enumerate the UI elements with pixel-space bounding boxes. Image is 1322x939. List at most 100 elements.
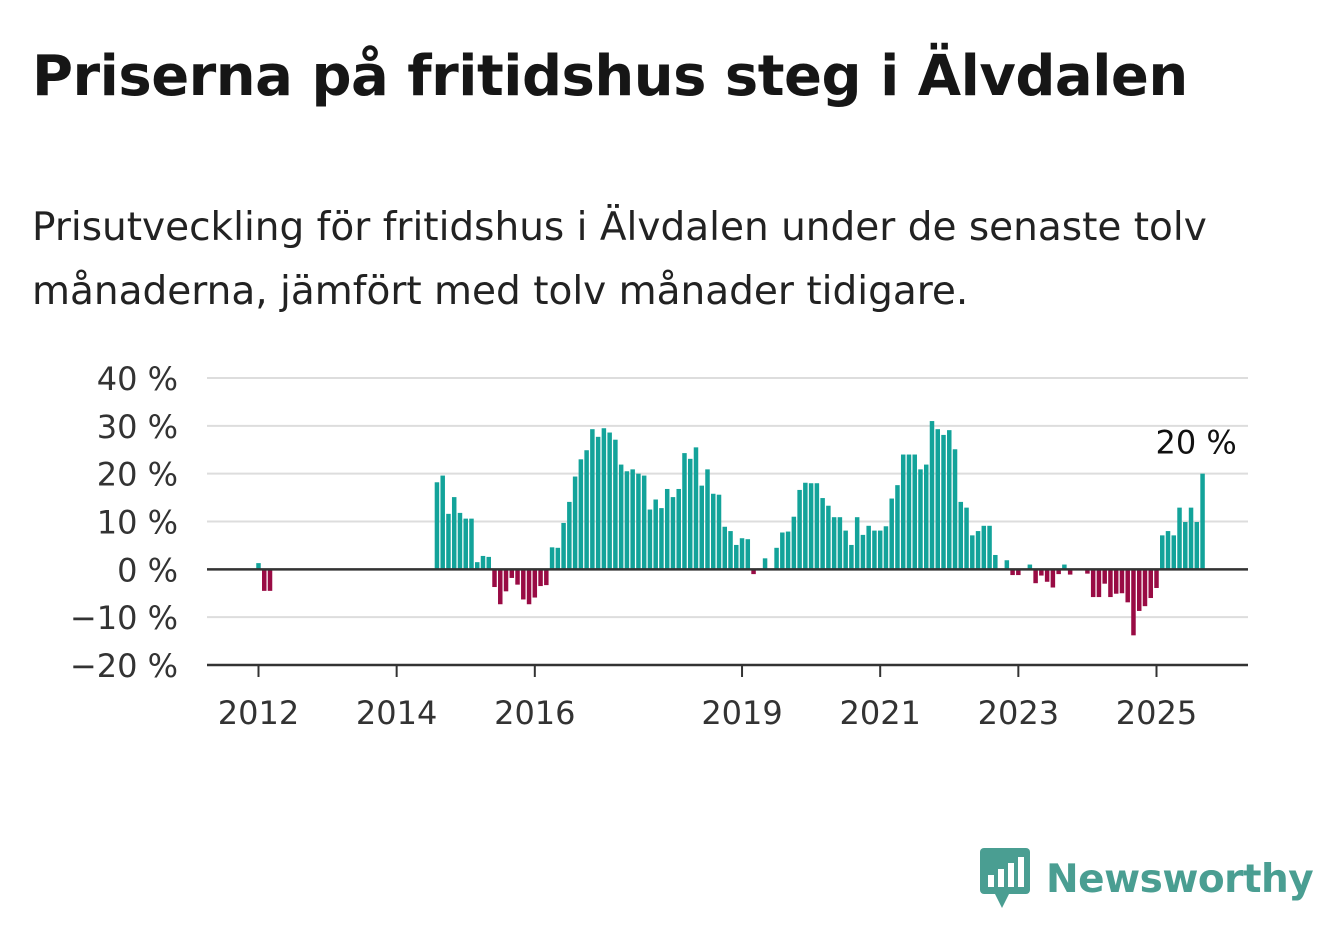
bar <box>895 485 900 570</box>
bar <box>843 530 848 570</box>
bar <box>1200 473 1205 570</box>
y-tick-label: 10 % <box>97 504 178 542</box>
bar <box>952 449 958 570</box>
bar <box>555 547 561 570</box>
bar <box>734 544 739 570</box>
bar <box>1154 569 1159 588</box>
bar <box>1119 569 1125 594</box>
bar <box>1142 569 1148 607</box>
bar <box>774 547 779 570</box>
bar-chart: 40 %30 %20 %10 %0 %−10 %−20 % 2012 2014 20… <box>70 360 1248 732</box>
bar <box>1056 569 1061 575</box>
bar <box>267 569 273 591</box>
bar <box>797 489 802 570</box>
bar <box>647 509 653 570</box>
chart-subtitle: Prisutveckling för fritidshus i Älvdalen… <box>32 205 1207 314</box>
bar <box>1177 507 1182 570</box>
bar <box>503 569 509 592</box>
bar <box>676 488 681 570</box>
bar <box>641 475 647 570</box>
bar <box>475 562 480 570</box>
bar <box>993 554 998 570</box>
bar <box>958 501 964 570</box>
x-axis-tick-labels: 2012 2014 2016 2019 2021 2023 2025 <box>218 694 1197 732</box>
bar <box>1067 569 1073 575</box>
gridlines <box>207 377 1248 619</box>
bar <box>1016 569 1021 576</box>
bar <box>854 517 860 570</box>
bar <box>981 525 987 570</box>
x-tick-label: 2021 <box>839 694 920 732</box>
y-tick-label: 20 % <box>97 456 178 494</box>
y-tick-label: −20 % <box>70 647 178 685</box>
y-tick-label: 30 % <box>97 408 178 446</box>
bar <box>693 447 699 570</box>
bar <box>549 547 555 570</box>
bar <box>728 531 733 570</box>
bar <box>682 453 687 570</box>
bar <box>532 569 538 598</box>
bar <box>912 454 917 570</box>
bar <box>906 454 912 570</box>
bar <box>1108 569 1113 598</box>
bar <box>803 482 808 570</box>
bar <box>1039 569 1044 576</box>
bar <box>492 569 497 588</box>
bar <box>860 534 866 570</box>
bar <box>613 439 618 570</box>
bar <box>262 569 267 591</box>
bar <box>705 469 710 570</box>
bar <box>1004 560 1010 570</box>
bar <box>918 469 923 570</box>
y-tick-label: −10 % <box>70 599 178 637</box>
bar <box>538 569 543 587</box>
bar <box>584 450 589 570</box>
bar <box>521 569 526 600</box>
bar <box>590 429 595 570</box>
bar <box>964 507 969 570</box>
x-tick-label: 2014 <box>356 694 437 732</box>
axes <box>207 568 1248 677</box>
bar <box>872 530 877 570</box>
bar <box>831 517 837 570</box>
bar <box>434 482 440 570</box>
bar <box>877 530 883 570</box>
bar <box>1131 569 1136 636</box>
x-tick-label: 2025 <box>1116 694 1197 732</box>
bar <box>469 518 474 570</box>
bar <box>1148 569 1153 599</box>
x-tick-label: 2016 <box>494 694 575 732</box>
x-tick-label: 2019 <box>701 694 782 732</box>
bar <box>1090 569 1096 598</box>
bar <box>883 526 889 570</box>
bar <box>1165 531 1171 570</box>
bar <box>808 483 814 570</box>
x-tick-label: 2023 <box>978 694 1059 732</box>
bar <box>561 522 566 570</box>
bar <box>526 569 532 605</box>
bar <box>866 525 871 570</box>
bar <box>1194 521 1200 570</box>
bar <box>1102 569 1107 584</box>
bar <box>814 483 820 570</box>
bar <box>722 526 728 570</box>
bar <box>1183 521 1188 570</box>
newsworthy-logo: Newsworthy <box>980 848 1314 910</box>
bar <box>567 501 572 570</box>
bar <box>1096 569 1102 598</box>
bar <box>578 459 584 570</box>
bar <box>624 471 630 570</box>
bar <box>785 531 791 570</box>
bar <box>595 436 601 570</box>
bar <box>1033 569 1038 584</box>
bar <box>780 532 785 570</box>
bar <box>636 473 641 570</box>
bar <box>498 569 503 605</box>
bar <box>1050 569 1056 588</box>
bar <box>751 569 756 575</box>
bar <box>1171 535 1177 570</box>
bar <box>457 512 463 570</box>
bar <box>1027 564 1033 570</box>
bar <box>1113 569 1119 594</box>
bar <box>699 485 704 570</box>
